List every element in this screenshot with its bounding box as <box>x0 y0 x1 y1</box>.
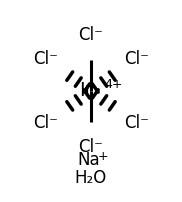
Text: Na: Na <box>77 151 100 169</box>
Text: Cl⁻: Cl⁻ <box>124 114 149 132</box>
Text: Cl⁻: Cl⁻ <box>33 114 58 132</box>
Text: Cl⁻: Cl⁻ <box>79 138 103 156</box>
Text: H₂O: H₂O <box>75 169 107 187</box>
Text: +: + <box>98 150 108 163</box>
Text: Cl⁻: Cl⁻ <box>79 26 103 44</box>
Text: Cl⁻: Cl⁻ <box>124 50 149 68</box>
Text: Ir: Ir <box>80 81 93 100</box>
Text: 4+: 4+ <box>105 78 123 90</box>
Text: Cl⁻: Cl⁻ <box>33 50 58 68</box>
